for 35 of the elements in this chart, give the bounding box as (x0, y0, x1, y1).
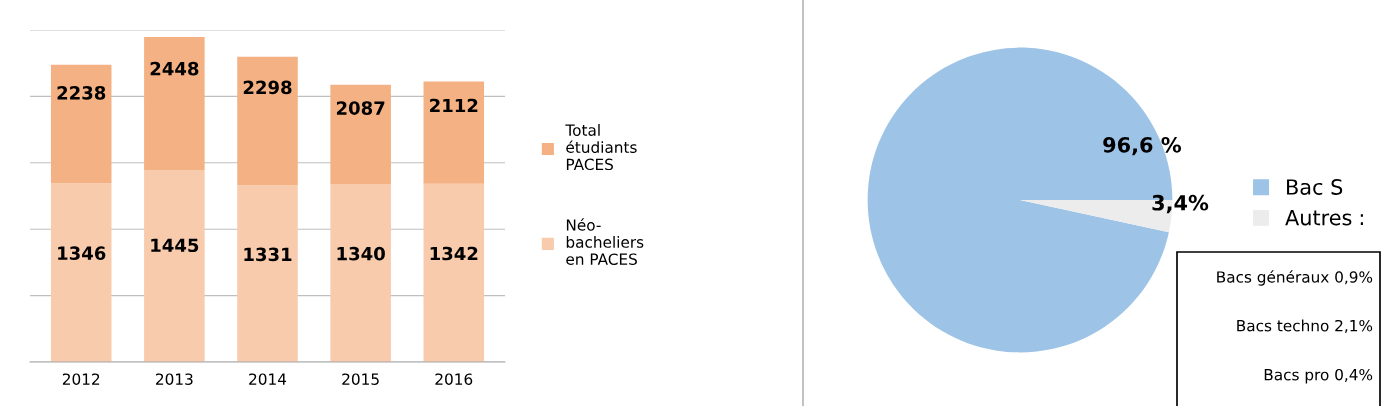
bar (237, 185, 298, 362)
bar (50, 64, 112, 184)
data-label: 1445 (151, 238, 199, 253)
total-label: 2298 (243, 80, 292, 95)
x-tick-label: 2016 (435, 373, 473, 385)
text: Bacs techno 2,1% (1237, 319, 1373, 333)
data-label: 1340 (337, 246, 385, 261)
bar (330, 184, 391, 362)
x-tick-label: 2015 (342, 373, 379, 385)
text: Bacs généraux 0,9% (1217, 270, 1373, 286)
data-label: 1331 (244, 247, 292, 262)
legend-label: Autres (1285, 209, 1352, 226)
data-label: 1342 (430, 246, 478, 261)
x-tick-label: 2013 (156, 373, 193, 385)
x-tick-label: 2014 (249, 373, 287, 385)
bar (144, 170, 205, 362)
x-tick-label: 2012 (62, 373, 100, 385)
legend-label: Néo-bacheliers en PACES (566, 218, 644, 265)
data-label: 96,6 % (1103, 136, 1182, 156)
text: Bacs pro 0,4% (1264, 368, 1373, 384)
data-label: 1346 (58, 246, 106, 260)
bar (423, 183, 485, 362)
bar (330, 84, 391, 185)
total-label: 2087 (336, 101, 385, 115)
data-label: 3,4% (1152, 194, 1209, 214)
bar (237, 56, 298, 186)
total-label: 2112 (430, 98, 478, 113)
bar (50, 183, 112, 362)
total-label: 2448 (150, 61, 199, 76)
bar (423, 81, 485, 184)
legend-label: Total étudiants PACES (565, 124, 637, 171)
text: : (1360, 214, 1363, 225)
legend-label: Bac S (1287, 179, 1343, 195)
bar (144, 36, 205, 171)
total-label: 2238 (57, 85, 106, 100)
